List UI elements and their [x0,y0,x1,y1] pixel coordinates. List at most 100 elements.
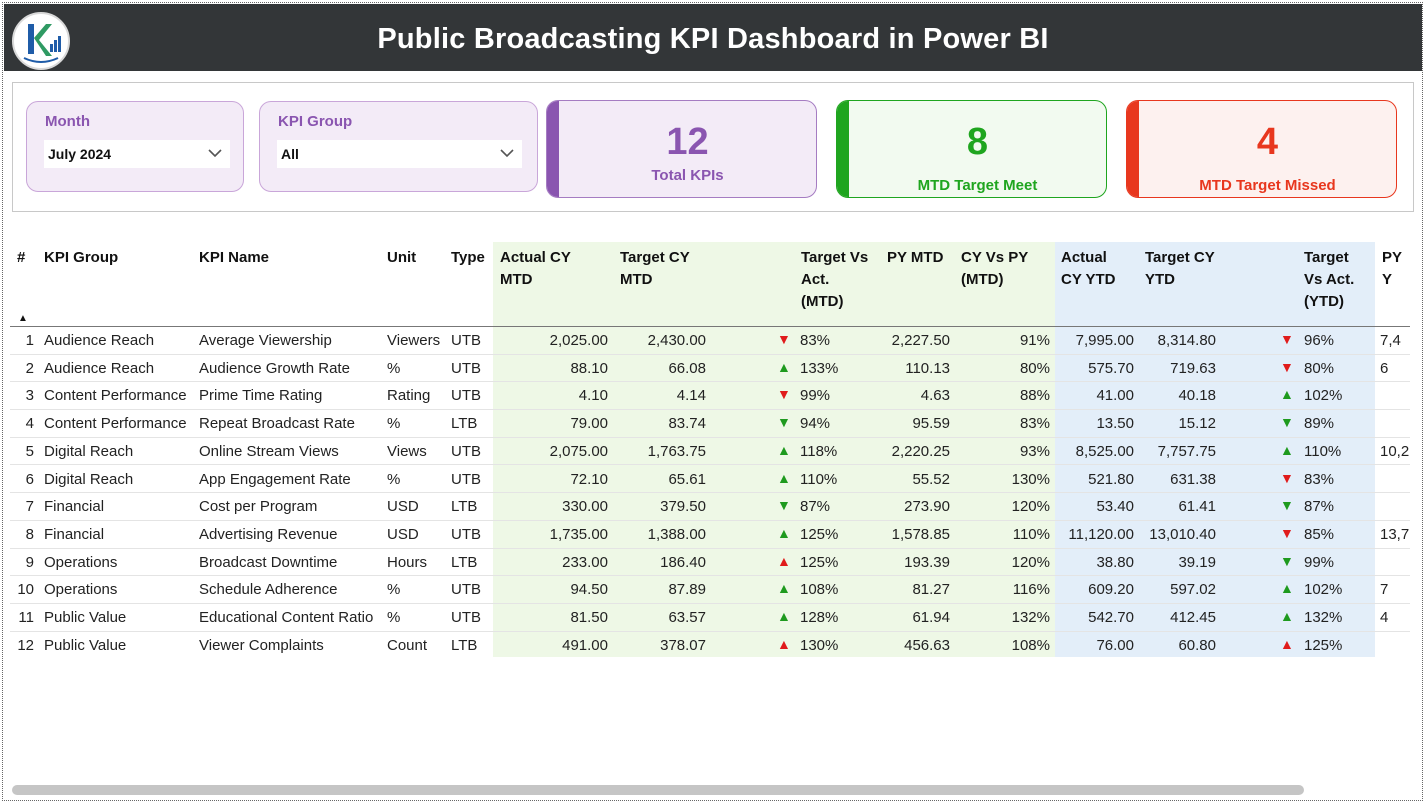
month-dropdown[interactable]: July 2024 [44,140,230,168]
header-line: (YTD) [1304,293,1344,310]
header-line: CY YTD [1061,271,1116,288]
mtd-target-meet-caption: MTD Target Meet [917,177,1038,194]
table-row[interactable]: 4 Content Performance Repeat Broadcast Rat… [10,410,1410,438]
row-divider [10,630,1410,632]
chevron-down-icon [500,149,514,158]
cell-num: 1 [25,332,34,349]
table-row[interactable]: 5 Digital Reach Online Stream Views Views UT… [10,438,1410,466]
down-red-triangle-icon: ▼ [1280,524,1294,541]
cell-target-ytd: 719.63 [1170,359,1216,377]
cell-py-mtd: 193.39 [904,553,950,571]
table-row[interactable]: 11 Public Value Educational Content Ratio%… [10,604,1410,632]
card-accent-bar [837,101,849,197]
cell-num: 11 [18,609,34,626]
sort-ascending-icon[interactable]: ▲ [18,313,28,324]
col-header-target-vs-act-mtd[interactable]: Target Vs Act. (MTD) [801,247,868,313]
cell-tva-mtd: 99% [800,387,831,405]
col-header-target-cy-ytd[interactable]: Target CY YTD [1145,247,1215,291]
cell-tva-ytd: 96% [1304,332,1335,349]
cell-num: 7 [25,498,34,516]
col-header-py-ytd[interactable]: PY Y [1382,247,1410,291]
cell-target-ytd: 8,314.80 [1157,332,1216,349]
dashboard-header: Public Broadcasting KPI Dashboard in Pow… [4,4,1422,71]
cell-type: UTB [451,442,481,460]
cell-unit: % [387,581,401,599]
header-divider [10,326,1410,327]
col-header-py-mtd[interactable]: PY MTD [887,247,943,269]
cell-name: Educational Content Ratio [199,609,374,626]
header-line: Actual CY [500,249,571,266]
up-green-triangle-icon: ▲ [777,469,791,486]
table-row[interactable]: 2 Audience Reach Audience Growth Rate% UTB 8… [10,355,1410,383]
cell-py-mtd: 81.27 [912,581,950,599]
cell-name: Viewer Complaints [199,636,324,654]
table-row[interactable]: 12 Public Value Viewer Complaints Count LTB 4… [10,632,1410,657]
card-accent-bar [1127,101,1139,197]
table-row[interactable]: 10 Operations Schedule Adherence% UTB 94.50 8… [10,576,1410,604]
cell-tva-ytd: 102% [1304,581,1343,599]
up-green-triangle-icon: ▲ [1280,441,1294,458]
table-row[interactable]: 1 Audience Reach Average Viewership Viewers… [10,327,1410,355]
up-red-triangle-icon: ▲ [777,552,791,569]
table-row[interactable]: 6 Digital Reach App Engagement Rate% UTB 72.… [10,466,1410,494]
col-header-cy-vs-py-mtd[interactable]: CY Vs PY (MTD) [961,247,1028,291]
cell-tva-ytd: 125% [1304,636,1343,654]
col-header-kpi-name[interactable]: KPI Name [199,247,269,269]
up-green-triangle-icon: ▲ [777,441,791,458]
row-divider [10,464,1410,466]
up-red-triangle-icon: ▲ [1280,635,1294,652]
cell-num: 12 [17,636,34,654]
up-green-triangle-icon: ▲ [777,580,791,597]
col-header-target-vs-act-ytd[interactable]: Target Vs Act. (YTD) [1304,247,1354,313]
cell-tva-mtd: 94% [800,415,831,433]
cell-tva-mtd: 133% [800,359,839,377]
cell-actual-mtd: 72.10 [570,470,608,488]
cell-target-ytd: 61.41 [1178,498,1216,516]
cell-num: 3 [25,387,34,405]
up-green-triangle-icon: ▲ [777,608,791,624]
cell-actual-ytd: 53.40 [1096,498,1134,516]
cell-target-ytd: 15.12 [1178,415,1216,433]
header-line: YTD [1145,271,1175,288]
col-header-actual-cy-ytd[interactable]: Actual CY YTD [1061,247,1115,291]
table-row[interactable]: 9 Operations Broadcast Downtime Hours LTB 233… [10,549,1410,577]
cell-type: LTB [451,498,478,516]
horizontal-scrollbar[interactable] [12,785,1304,795]
cell-py-ytd: 6 [1380,359,1389,377]
cell-tva-mtd: 128% [800,609,839,626]
table-row[interactable]: 8 Financial Advertising Revenue USD UTB 1,735… [10,521,1410,549]
header-line: MTD [620,271,653,288]
col-header-num[interactable]: # [17,247,25,269]
mtd-target-missed-card: 4 MTD Target Missed [1126,100,1397,198]
row-divider [10,519,1410,521]
table-row[interactable]: 7 Financial Cost per Program USD LTB 330.00 37… [10,493,1410,521]
cell-num: 8 [25,525,34,543]
col-header-type[interactable]: Type [451,247,485,269]
cell-tva-mtd: 125% [800,553,839,571]
cell-tva-ytd: 132% [1304,609,1343,626]
cell-unit: Viewers [387,332,441,349]
cell-cvp-mtd: 130% [1011,470,1050,488]
cell-target-ytd: 7,757.75 [1157,442,1216,460]
kpi-group-slicer-label: KPI Group [278,113,353,130]
cell-target-mtd: 1,763.75 [647,442,706,460]
cell-target-mtd: 83.74 [668,415,706,433]
col-header-actual-cy-mtd[interactable]: Actual CY MTD [500,247,571,291]
col-header-kpi-group[interactable]: KPI Group [44,247,118,269]
cell-name: App Engagement Rate [199,470,351,488]
mtd-target-meet-value: 8 [966,121,989,163]
table-row[interactable]: 3 Content Performance Prime Time Rating Rat… [10,382,1410,411]
col-header-kpi-group-label: KPI Group [44,249,119,266]
kpi-group-dropdown[interactable]: All [277,140,522,168]
cell-type: LTB [451,415,478,433]
card-accent-bar [547,101,559,197]
col-header-target-cy-mtd[interactable]: Target CY MTD [620,247,690,291]
cell-actual-ytd: 609.20 [1088,581,1134,599]
mtd-target-missed-value: 4 [1256,121,1279,163]
cell-group: Financial [44,498,105,516]
cell-tva-ytd: 89% [1304,415,1335,433]
cell-actual-ytd: 11,120.00 [1068,525,1134,543]
col-header-unit[interactable]: Unit [387,247,416,269]
cell-actual-mtd: 88.10 [570,359,608,377]
cell-type: UTB [451,581,481,599]
